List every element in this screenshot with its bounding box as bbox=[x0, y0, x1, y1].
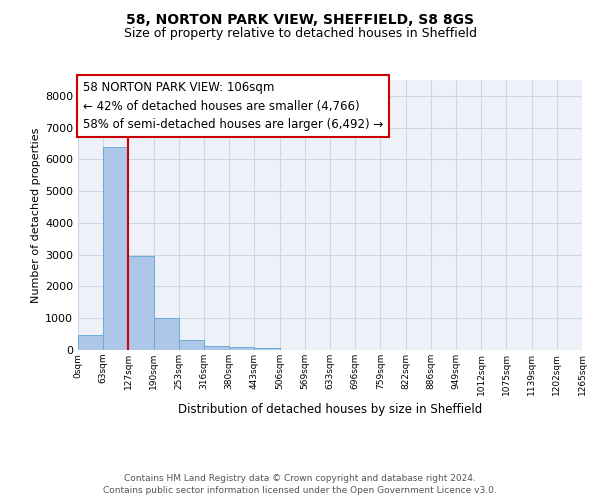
Bar bbox=[229, 348, 254, 350]
Bar bbox=[154, 318, 179, 350]
Bar bbox=[103, 148, 128, 350]
Text: 58 NORTON PARK VIEW: 106sqm
← 42% of detached houses are smaller (4,766)
58% of : 58 NORTON PARK VIEW: 106sqm ← 42% of det… bbox=[83, 82, 383, 132]
Y-axis label: Number of detached properties: Number of detached properties bbox=[31, 128, 41, 302]
Bar bbox=[179, 340, 204, 350]
Bar bbox=[128, 256, 154, 350]
X-axis label: Distribution of detached houses by size in Sheffield: Distribution of detached houses by size … bbox=[178, 403, 482, 416]
Bar bbox=[78, 335, 103, 350]
Text: 58, NORTON PARK VIEW, SHEFFIELD, S8 8GS: 58, NORTON PARK VIEW, SHEFFIELD, S8 8GS bbox=[126, 12, 474, 26]
Text: Contains HM Land Registry data © Crown copyright and database right 2024.
Contai: Contains HM Land Registry data © Crown c… bbox=[103, 474, 497, 495]
Bar bbox=[254, 348, 280, 350]
Text: Size of property relative to detached houses in Sheffield: Size of property relative to detached ho… bbox=[124, 28, 476, 40]
Bar bbox=[204, 346, 229, 350]
